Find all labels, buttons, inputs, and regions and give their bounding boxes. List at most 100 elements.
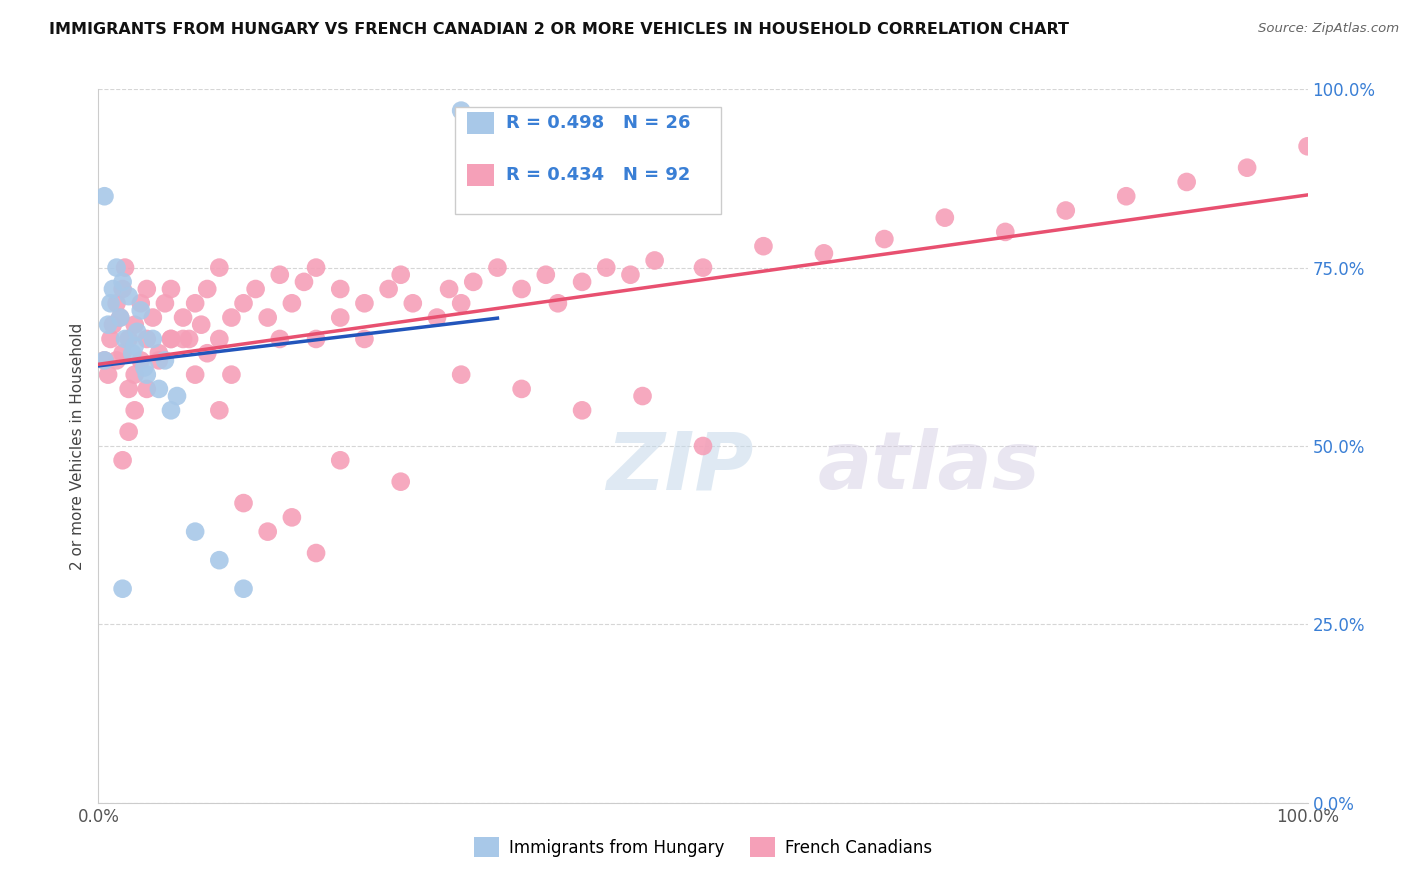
Point bbox=[692, 260, 714, 275]
Point bbox=[377, 282, 399, 296]
Point bbox=[571, 403, 593, 417]
Point bbox=[124, 368, 146, 382]
Point bbox=[644, 253, 666, 268]
Point bbox=[118, 332, 141, 346]
Point bbox=[135, 382, 157, 396]
Point bbox=[114, 332, 136, 346]
Point bbox=[129, 353, 152, 368]
Point bbox=[450, 368, 472, 382]
Point bbox=[93, 353, 115, 368]
Point bbox=[124, 339, 146, 353]
Point bbox=[221, 368, 243, 382]
Point bbox=[450, 296, 472, 310]
Point bbox=[135, 332, 157, 346]
Point bbox=[402, 296, 425, 310]
Point bbox=[101, 282, 124, 296]
Point bbox=[129, 303, 152, 318]
Point bbox=[934, 211, 956, 225]
Point bbox=[124, 318, 146, 332]
Point bbox=[111, 282, 134, 296]
Point bbox=[108, 310, 131, 325]
Point bbox=[160, 332, 183, 346]
Text: R = 0.434   N = 92: R = 0.434 N = 92 bbox=[506, 166, 690, 184]
Point bbox=[179, 332, 201, 346]
Point bbox=[389, 268, 412, 282]
Point bbox=[118, 289, 141, 303]
Point bbox=[208, 553, 231, 567]
Point bbox=[353, 296, 375, 310]
FancyBboxPatch shape bbox=[456, 107, 721, 214]
Point bbox=[256, 310, 278, 325]
Point bbox=[692, 439, 714, 453]
Point bbox=[450, 103, 472, 118]
Point bbox=[135, 282, 157, 296]
Point bbox=[1296, 139, 1319, 153]
Point bbox=[426, 310, 449, 325]
Point bbox=[148, 353, 170, 368]
Point bbox=[437, 282, 460, 296]
Y-axis label: 2 or more Vehicles in Household: 2 or more Vehicles in Household bbox=[70, 322, 86, 570]
Bar bbox=[467, 112, 494, 134]
Point bbox=[232, 296, 254, 310]
Point bbox=[93, 353, 115, 368]
Point bbox=[142, 310, 165, 325]
Point bbox=[245, 282, 267, 296]
Point bbox=[232, 582, 254, 596]
Point bbox=[97, 368, 120, 382]
Point bbox=[292, 275, 315, 289]
Point bbox=[510, 382, 533, 396]
Point bbox=[305, 332, 328, 346]
Point bbox=[111, 275, 134, 289]
Point bbox=[994, 225, 1017, 239]
Bar bbox=[467, 163, 494, 186]
Point bbox=[195, 282, 218, 296]
Point bbox=[752, 239, 775, 253]
Point bbox=[114, 260, 136, 275]
Point bbox=[619, 268, 641, 282]
Point bbox=[148, 382, 170, 396]
Point bbox=[111, 582, 134, 596]
Point bbox=[269, 268, 291, 282]
Point bbox=[166, 389, 188, 403]
Point bbox=[329, 310, 352, 325]
Point bbox=[571, 275, 593, 289]
Text: R = 0.498   N = 26: R = 0.498 N = 26 bbox=[506, 114, 690, 132]
Point bbox=[118, 425, 141, 439]
Point bbox=[108, 310, 131, 325]
Point bbox=[111, 453, 134, 467]
Point bbox=[118, 382, 141, 396]
Point bbox=[195, 346, 218, 360]
Point bbox=[813, 246, 835, 260]
Point bbox=[160, 282, 183, 296]
Point bbox=[269, 332, 291, 346]
Point bbox=[631, 389, 654, 403]
Point bbox=[1115, 189, 1137, 203]
Point bbox=[153, 296, 176, 310]
Point bbox=[534, 268, 557, 282]
Point bbox=[111, 346, 134, 360]
Point bbox=[305, 546, 328, 560]
Point bbox=[100, 332, 122, 346]
Point bbox=[93, 189, 115, 203]
Point bbox=[389, 475, 412, 489]
Point bbox=[208, 332, 231, 346]
Point bbox=[305, 260, 328, 275]
Point bbox=[172, 310, 194, 325]
Text: IMMIGRANTS FROM HUNGARY VS FRENCH CANADIAN 2 OR MORE VEHICLES IN HOUSEHOLD CORRE: IMMIGRANTS FROM HUNGARY VS FRENCH CANADI… bbox=[49, 22, 1069, 37]
Point bbox=[184, 368, 207, 382]
Point bbox=[105, 353, 128, 368]
Point bbox=[510, 282, 533, 296]
Point bbox=[97, 318, 120, 332]
Point bbox=[129, 296, 152, 310]
Point bbox=[232, 496, 254, 510]
Point bbox=[1175, 175, 1198, 189]
Point bbox=[160, 332, 183, 346]
Point bbox=[172, 332, 194, 346]
Point bbox=[100, 296, 122, 310]
Point bbox=[184, 524, 207, 539]
Point bbox=[127, 325, 149, 339]
Text: atlas: atlas bbox=[818, 428, 1040, 507]
Point bbox=[121, 346, 143, 360]
Point bbox=[329, 282, 352, 296]
Point bbox=[281, 296, 304, 310]
